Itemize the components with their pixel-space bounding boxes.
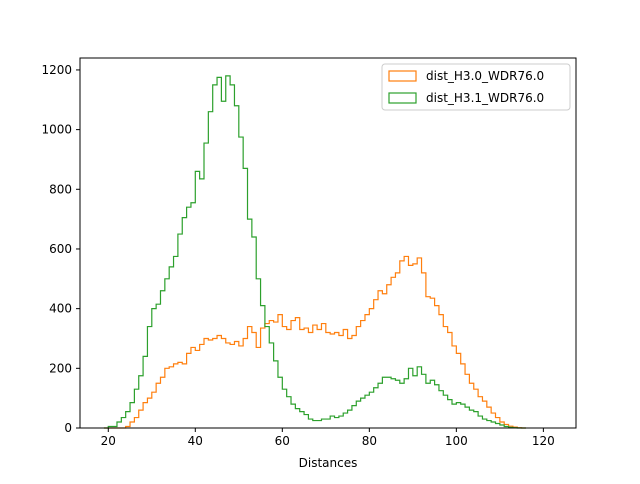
legend: dist_H3.0_WDR76.0 dist_H3.1_WDR76.0 (381, 63, 571, 111)
legend-box (381, 63, 571, 111)
y-tick-label: 0 (64, 421, 72, 435)
series-2 (103, 75, 526, 429)
legend-label: dist_H3.0_WDR76.0 (426, 69, 544, 83)
x-tick-label: 100 (445, 434, 468, 448)
plot-frame (79, 57, 577, 429)
y-tick-label: 400 (49, 302, 72, 316)
x-tick-label: 40 (188, 434, 203, 448)
series-layer (103, 75, 526, 429)
histogram-step-line (103, 75, 526, 429)
x-tick-label: 120 (532, 434, 555, 448)
y-tick-label: 600 (49, 242, 72, 256)
series-1 (103, 255, 526, 429)
x-tick-label: 80 (362, 434, 377, 448)
y-tick-label: 800 (49, 182, 72, 196)
x-tick-label: 60 (275, 434, 290, 448)
y-axis-ticks: 0 200 400 600 800 1000 1200 (41, 63, 80, 435)
y-tick-label: 1000 (41, 123, 72, 137)
x-axis-label: Distances (299, 456, 358, 470)
legend-label: dist_H3.1_WDR76.0 (426, 91, 544, 105)
y-tick-label: 200 (49, 361, 72, 375)
legend-swatch (388, 92, 417, 104)
x-axis-ticks: 20 40 60 80 100 120 (101, 428, 555, 448)
histogram-step-line (103, 255, 526, 429)
x-tick-label: 20 (101, 434, 116, 448)
y-tick-label: 1200 (41, 63, 72, 77)
legend-swatch (388, 70, 417, 82)
